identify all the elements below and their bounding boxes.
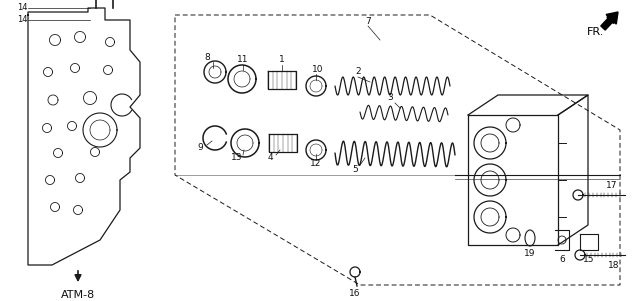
Text: 2: 2	[355, 67, 361, 76]
Text: 17: 17	[606, 181, 618, 190]
Text: 6: 6	[559, 256, 565, 265]
FancyArrow shape	[601, 12, 618, 30]
Text: 8: 8	[204, 54, 210, 63]
Text: 3: 3	[387, 94, 393, 103]
Text: 9: 9	[197, 144, 203, 153]
Text: 5: 5	[352, 166, 358, 175]
Text: 16: 16	[349, 290, 361, 299]
Text: 10: 10	[312, 66, 324, 75]
Text: 15: 15	[583, 256, 595, 265]
Text: 14: 14	[17, 4, 28, 13]
Text: ATM-8: ATM-8	[61, 290, 95, 300]
Text: 4: 4	[267, 154, 273, 163]
Text: 14: 14	[17, 15, 28, 24]
Text: 13: 13	[231, 154, 243, 163]
Text: 12: 12	[310, 160, 322, 169]
Text: FR.: FR.	[588, 27, 605, 37]
Text: 18: 18	[608, 260, 620, 269]
Text: 7: 7	[365, 17, 371, 26]
Text: 11: 11	[237, 55, 249, 64]
Text: 19: 19	[524, 250, 536, 259]
Text: 1: 1	[279, 55, 285, 64]
